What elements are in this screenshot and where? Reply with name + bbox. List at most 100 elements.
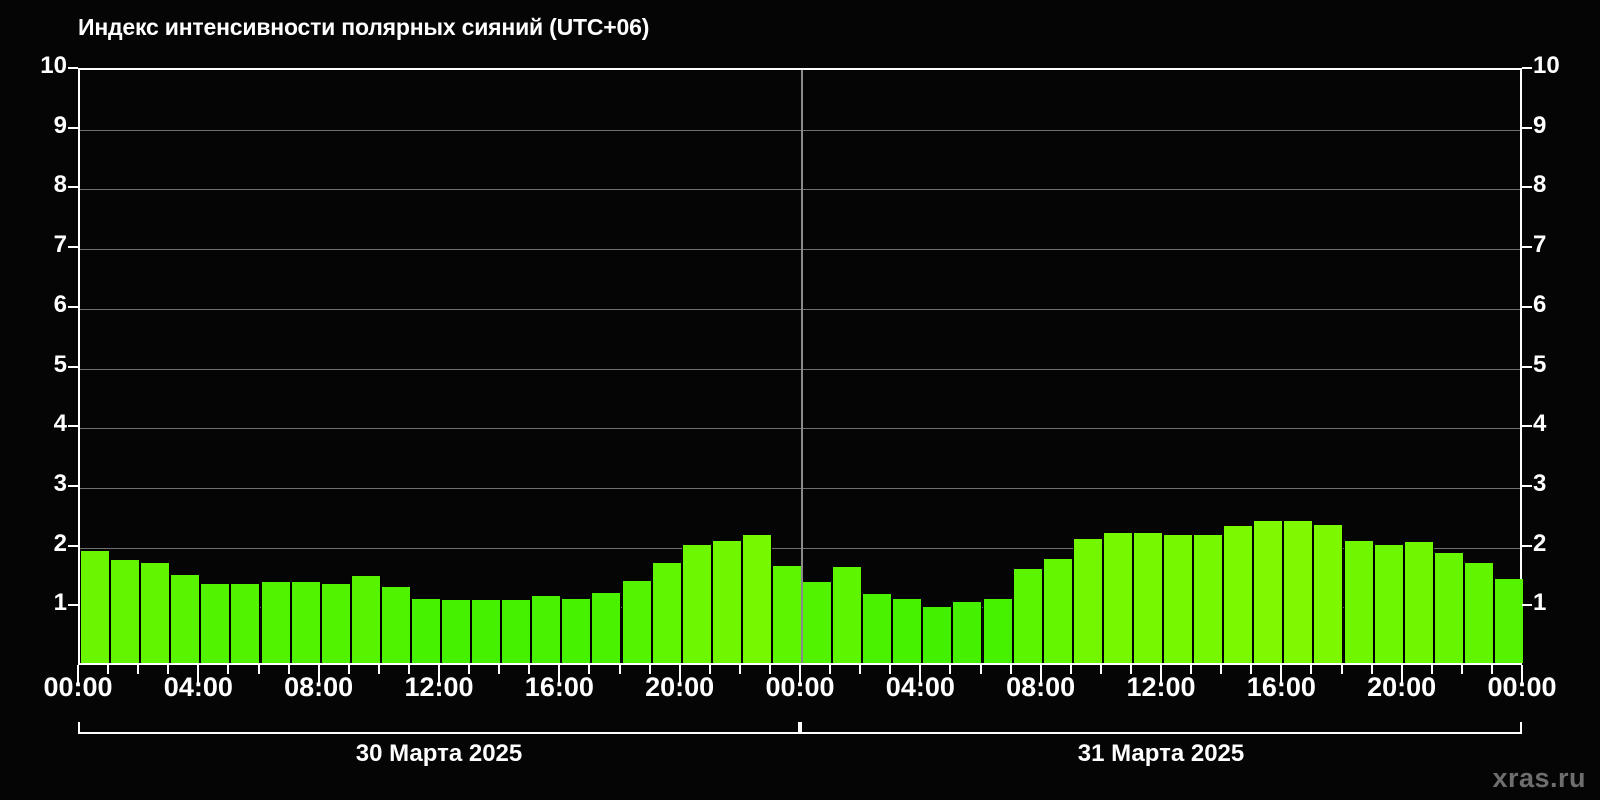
bar [1373, 545, 1404, 663]
bar-series [80, 70, 1524, 663]
x-tick-minor [768, 665, 771, 674]
bar [922, 607, 953, 663]
bar [320, 583, 351, 663]
y-tick-label-right-7: 7 [1533, 231, 1547, 259]
bar [1102, 532, 1133, 663]
x-tick-minor [829, 665, 832, 674]
day-label: 31 Марта 2025 [1077, 740, 1245, 767]
x-tick-major [77, 665, 79, 683]
y-tick-label-left-5: 5 [53, 350, 67, 378]
bar [561, 598, 592, 663]
x-tick-major [678, 665, 681, 683]
y-tick-mark-right-7 [1522, 246, 1532, 249]
x-tick-major [919, 665, 922, 683]
y-tick-mark-right-2 [1522, 544, 1532, 547]
y-tick-mark-left-2 [68, 544, 78, 547]
x-axis-label: 12:00 [1126, 672, 1196, 702]
bar [290, 582, 321, 663]
x-tick-minor [708, 665, 711, 674]
y-tick-label-left-2: 2 [53, 529, 67, 557]
y-tick-label-left-9: 9 [53, 111, 67, 139]
bar [771, 566, 802, 663]
bar [1283, 520, 1314, 663]
bar [802, 582, 833, 663]
gridline-6 [80, 308, 1520, 310]
x-tick-minor [949, 665, 952, 674]
x-tick-minor [889, 665, 892, 674]
y-tick-mark-left-4 [68, 425, 78, 428]
bar [80, 550, 111, 663]
bar [380, 586, 411, 663]
gridline-7 [80, 249, 1520, 251]
x-axis-label: 12:00 [404, 672, 474, 702]
x-tick-major [438, 665, 440, 683]
x-tick-minor [859, 665, 862, 674]
y-tick-label-right-10: 10 [1533, 52, 1560, 79]
y-tick-mark-left-6 [68, 305, 78, 308]
x-tick-minor [1370, 665, 1373, 674]
bar [681, 545, 712, 663]
bar [892, 598, 923, 663]
x-axis-label: 04:00 [163, 672, 233, 702]
bar [230, 583, 261, 663]
y-tick-label-right-4: 4 [1533, 410, 1547, 438]
bar [741, 534, 772, 663]
gridline-8 [80, 189, 1520, 191]
bar [1343, 540, 1374, 663]
x-tick-minor [1490, 665, 1493, 674]
x-tick-major [1039, 665, 1042, 683]
y-tick-mark-left-8 [68, 186, 78, 189]
x-axis-label: 16:00 [1246, 672, 1316, 702]
y-tick-label-left-6: 6 [53, 290, 67, 318]
bar [350, 576, 381, 663]
bar [200, 584, 231, 663]
bar [260, 582, 291, 663]
x-tick-minor [1220, 665, 1223, 674]
x-tick-minor [528, 665, 531, 674]
bar [591, 592, 622, 663]
bar [1193, 534, 1224, 663]
chart-title: Индекс интенсивности полярных сияний (UT… [78, 14, 650, 40]
x-tick-major [1521, 665, 1523, 683]
bar [1253, 520, 1284, 663]
y-tick-mark-right-10 [1522, 67, 1532, 69]
bar [982, 598, 1013, 663]
bar [1223, 525, 1254, 663]
y-tick-mark-left-5 [68, 365, 78, 368]
x-tick-minor [1460, 665, 1463, 674]
bar [1433, 552, 1464, 663]
x-axis-label: 00:00 [43, 672, 113, 702]
x-tick-minor [468, 665, 471, 674]
x-tick-minor [1099, 665, 1102, 674]
y-tick-label-right-6: 6 [1533, 290, 1547, 318]
y-tick-mark-right-9 [1522, 126, 1532, 129]
bar [140, 562, 171, 663]
y-tick-label-right-3: 3 [1533, 469, 1547, 497]
x-tick-major [317, 665, 320, 683]
y-tick-mark-right-3 [1522, 484, 1532, 487]
x-axis-label: 08:00 [1006, 672, 1076, 702]
x-axis-label: 00:00 [765, 672, 835, 702]
y-tick-mark-left-9 [68, 126, 78, 129]
x-tick-minor [1430, 665, 1433, 674]
gridline-9 [80, 129, 1520, 131]
gridline-5 [80, 368, 1520, 370]
bar [1163, 534, 1194, 663]
x-tick-minor [1009, 665, 1012, 674]
x-tick-minor [738, 665, 741, 674]
y-tick-mark-right-6 [1522, 305, 1532, 308]
x-tick-minor [588, 665, 591, 674]
y-tick-mark-right-8 [1522, 186, 1532, 189]
y-tick-label-left-4: 4 [53, 410, 67, 438]
x-tick-minor [257, 665, 260, 674]
x-tick-minor [107, 665, 110, 674]
y-tick-mark-left-10 [68, 67, 78, 69]
bar [1072, 538, 1103, 663]
x-tick-major [197, 665, 200, 683]
y-tick-label-left-8: 8 [53, 171, 67, 199]
x-tick-minor [137, 665, 140, 674]
x-tick-minor [1340, 665, 1343, 674]
y-tick-label-left-1: 1 [53, 589, 67, 617]
x-tick-minor [167, 665, 170, 674]
x-axis-label: 20:00 [1367, 672, 1437, 702]
